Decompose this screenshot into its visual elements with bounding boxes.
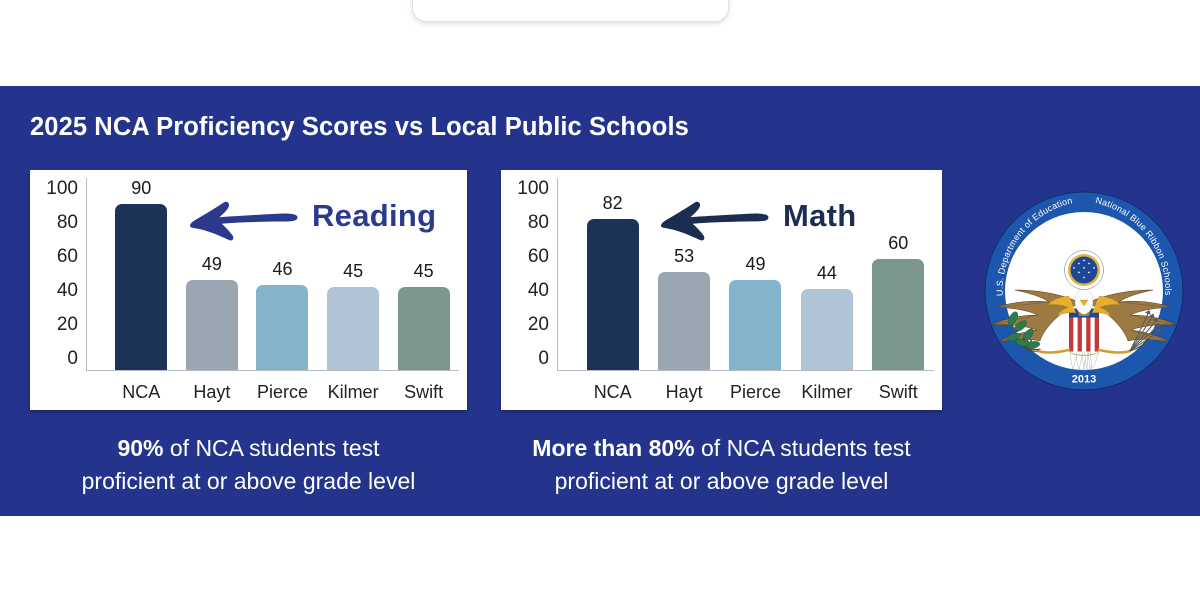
svg-text:2013: 2013 — [1072, 374, 1096, 386]
